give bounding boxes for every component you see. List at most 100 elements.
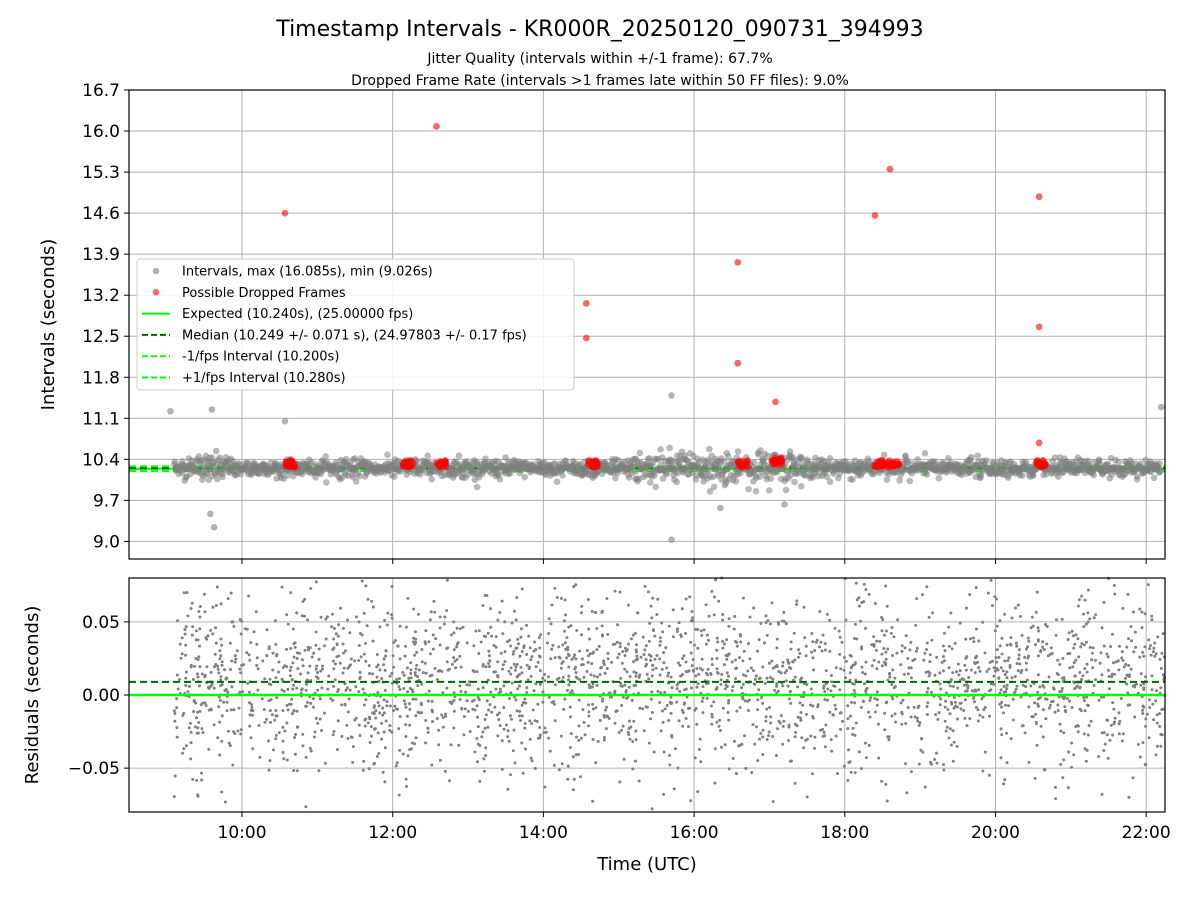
residual-point <box>650 690 654 694</box>
legend-label: Possible Dropped Frames <box>182 286 346 301</box>
residual-point <box>225 700 229 704</box>
residual-point <box>403 702 407 706</box>
residual-point <box>1105 733 1109 737</box>
residual-point <box>647 677 651 681</box>
residual-point <box>765 737 769 741</box>
residual-point <box>295 651 299 655</box>
residual-point <box>191 625 195 629</box>
residual-point <box>876 722 880 726</box>
residual-point <box>1152 646 1156 650</box>
residual-point <box>371 605 375 609</box>
residual-point <box>719 678 723 682</box>
residual-point <box>710 589 714 593</box>
residual-point <box>828 618 832 622</box>
residual-point <box>669 711 673 715</box>
residual-point <box>377 679 381 683</box>
residual-point <box>1150 674 1154 678</box>
residual-point <box>409 668 413 672</box>
residual-point <box>993 669 997 673</box>
residual-point <box>963 716 967 720</box>
interval-point <box>1051 454 1059 462</box>
interval-point <box>1018 472 1026 479</box>
residual-point <box>357 644 361 648</box>
residual-point <box>267 647 271 651</box>
residual-point <box>1110 672 1114 676</box>
residual-point <box>819 640 823 644</box>
residual-point <box>660 667 664 671</box>
dropped-frame-point <box>771 460 778 468</box>
residual-point <box>561 675 565 679</box>
residual-point <box>707 638 711 642</box>
residuals-panel: −0.050.000.05 10:00 12:00 14:00 16:00 18:00 2… <box>22 576 1171 875</box>
residual-point <box>520 703 524 707</box>
residual-point <box>398 748 402 752</box>
residual-point <box>921 750 925 754</box>
residual-point <box>223 668 227 672</box>
residual-point <box>875 690 879 694</box>
residual-point <box>563 629 567 633</box>
residual-point <box>1049 646 1053 650</box>
residual-point <box>580 657 584 661</box>
residual-point <box>793 781 797 785</box>
residual-point <box>1085 662 1089 666</box>
residual-point <box>741 659 745 663</box>
residual-point <box>191 777 195 781</box>
residual-point <box>383 668 387 672</box>
residual-point <box>1102 644 1106 648</box>
residual-point <box>342 651 346 655</box>
residual-point <box>809 703 813 707</box>
residual-point <box>712 700 716 704</box>
residual-point <box>591 707 595 711</box>
residual-point <box>999 756 1003 760</box>
interval-point <box>612 474 619 482</box>
residual-point <box>580 663 584 667</box>
residual-point <box>383 746 387 750</box>
residual-point <box>407 676 411 680</box>
residual-point <box>550 603 554 607</box>
residual-point <box>721 706 725 710</box>
residual-point <box>587 710 591 714</box>
residual-point <box>1161 673 1165 677</box>
residual-point <box>173 774 177 778</box>
residual-point <box>626 642 630 646</box>
residual-point <box>357 659 361 663</box>
residual-point <box>304 755 308 759</box>
dropped-frame-point <box>1038 459 1045 467</box>
residual-point <box>1107 687 1111 691</box>
interval-outlier-point <box>668 392 675 399</box>
residual-point <box>1097 698 1101 702</box>
residual-point <box>291 661 295 665</box>
residual-point <box>539 633 543 637</box>
residual-point <box>1102 749 1106 753</box>
residual-point <box>883 728 887 732</box>
residual-point <box>569 732 573 736</box>
residual-point <box>1120 650 1124 654</box>
residual-point <box>335 642 339 646</box>
residual-point <box>404 734 408 738</box>
residual-point <box>923 651 927 655</box>
residual-point <box>1143 763 1147 767</box>
residual-point <box>414 637 418 641</box>
residual-point <box>295 686 299 690</box>
residual-point <box>659 691 663 695</box>
residual-point <box>314 630 318 634</box>
residual-point <box>976 660 980 664</box>
residual-point <box>1044 717 1048 721</box>
residual-point <box>331 648 335 652</box>
residual-point <box>520 714 524 718</box>
residual-point <box>717 724 721 728</box>
residual-point <box>1090 651 1094 655</box>
residual-point <box>809 687 813 691</box>
residual-point <box>1129 667 1133 671</box>
residual-point <box>854 581 858 585</box>
residual-point <box>569 624 573 628</box>
residual-point <box>962 683 966 687</box>
residual-point <box>542 731 546 735</box>
residual-point <box>884 584 888 588</box>
intervals-y-tick-label: 14.6 <box>82 204 120 224</box>
residual-point <box>393 704 397 708</box>
residual-point <box>516 642 520 646</box>
residual-point <box>1159 744 1163 748</box>
residual-point <box>177 677 181 681</box>
residual-point <box>199 771 203 775</box>
